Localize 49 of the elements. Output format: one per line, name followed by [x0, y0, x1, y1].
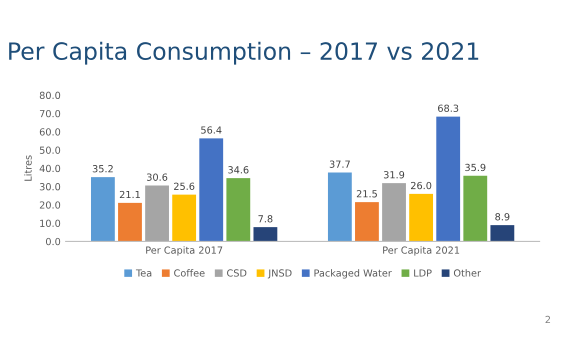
- data-label: 56.4: [201, 126, 222, 134]
- data-label: 68.3: [438, 104, 458, 112]
- y-tick-label: 0.0: [46, 238, 60, 246]
- data-label: 26.0: [411, 182, 432, 190]
- bar: [436, 116, 460, 242]
- bar: [328, 172, 352, 242]
- data-label: 30.6: [146, 173, 168, 181]
- legend-label: Tea: [136, 269, 152, 277]
- y-tick-label: 60.0: [40, 128, 60, 136]
- data-label: 34.6: [228, 166, 249, 174]
- y-tick-label: 80.0: [40, 92, 60, 100]
- bar: [253, 227, 278, 242]
- bar: [409, 194, 434, 242]
- text: 2: [546, 316, 550, 323]
- bar: [199, 138, 224, 242]
- legend-label: Packaged Water: [314, 269, 392, 279]
- bar: [382, 183, 406, 242]
- y-tick-label: 10.0: [40, 220, 60, 227]
- y-tick-label: 20.0: [40, 201, 60, 209]
- data-label: 21.1: [120, 190, 140, 198]
- bar: [463, 176, 488, 242]
- data-label: 21.5: [356, 190, 377, 198]
- legend-label: Other: [454, 269, 481, 277]
- x-tick-label: Per Capita 2021: [383, 246, 460, 256]
- data-label: 8.9: [495, 213, 510, 220]
- data-label: 31.9: [384, 171, 404, 178]
- data-label: 7.8: [258, 215, 272, 222]
- y-tick-label: 70.0: [40, 110, 60, 118]
- data-label: 35.2: [92, 165, 113, 172]
- y-tick-label: 30.0: [40, 183, 60, 190]
- data-label: 25.6: [174, 182, 194, 190]
- bar: [145, 185, 169, 242]
- y-tick-label: 50.0: [40, 146, 60, 154]
- data-label: 35.9: [465, 164, 486, 172]
- data-label: 37.7: [330, 160, 350, 168]
- y-axis-title: Litres: [24, 155, 32, 181]
- x-tick-label: Per Capita 2017: [146, 246, 222, 256]
- bar: [355, 202, 379, 242]
- legend-label: Coffee: [174, 269, 205, 277]
- y-tick-label: 40.0: [40, 164, 60, 172]
- bar: [90, 177, 115, 242]
- legend-label: JNSD: [268, 269, 292, 278]
- legend-label: CSD: [227, 269, 246, 277]
- legend-label: LDP: [414, 269, 432, 277]
- chart-title: Per Capita Consumption – 2017 vs 2021: [9, 42, 478, 65]
- bar: [226, 178, 250, 242]
- bar: [172, 194, 196, 242]
- bar: [490, 225, 514, 242]
- bar: [118, 202, 142, 242]
